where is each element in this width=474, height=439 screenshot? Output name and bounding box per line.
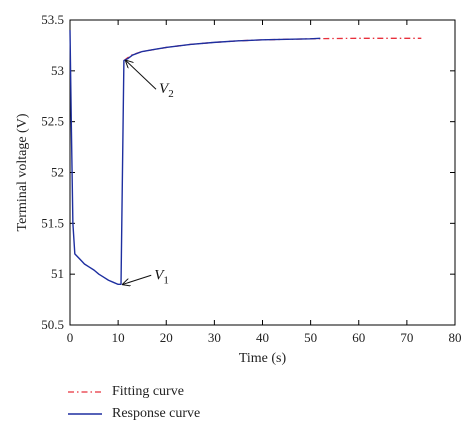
y-tick-label: 52.5 xyxy=(41,114,64,129)
x-tick-label: 50 xyxy=(304,330,317,345)
y-tick-label: 52 xyxy=(51,165,64,180)
legend-item-response: Response curve xyxy=(68,403,200,425)
annotation-v1: V1 xyxy=(154,267,169,286)
series-line-response xyxy=(69,30,321,286)
annotation-arrow xyxy=(123,274,152,284)
axis-ticks: 0 10 20 30 40 50 60 70 80 50.5 51 51.5 52 52.5 53 53.5 xyxy=(41,12,461,345)
legend-label-response: Response curve xyxy=(112,406,201,421)
x-tick-label: 70 xyxy=(400,330,413,345)
legend-label-fitting: Fitting curve xyxy=(112,384,184,399)
legend: Fitting curve Response curve xyxy=(68,381,200,425)
annotations: V1 V2 xyxy=(123,61,174,287)
fitting-curve-swatch xyxy=(68,391,102,393)
x-tick-label: 10 xyxy=(112,330,125,345)
legend-item-fitting: Fitting curve xyxy=(68,381,200,403)
plot-frame xyxy=(69,19,456,326)
annotation-arrow xyxy=(126,61,157,90)
y-tick-label: 51 xyxy=(51,266,64,281)
x-tick-label: 60 xyxy=(352,330,365,345)
x-tick-label: 0 xyxy=(67,330,74,345)
response-curve-swatch xyxy=(68,413,102,415)
x-tick-label: 40 xyxy=(256,330,269,345)
x-tick-label: 20 xyxy=(160,330,173,345)
x-axis-label: Time (s) xyxy=(239,351,287,366)
line-chart: 0 10 20 30 40 50 60 70 8050.55151.55252.55353.5 … xyxy=(15,12,462,366)
y-tick-label: 50.5 xyxy=(41,317,64,332)
series-lines xyxy=(69,30,422,286)
y-tick-label: 53.5 xyxy=(41,12,64,27)
series-line-fitting xyxy=(123,37,422,62)
y-tick-label: 53 xyxy=(51,63,64,78)
x-tick-label: 30 xyxy=(208,330,221,345)
y-tick-label: 51.5 xyxy=(41,215,64,230)
x-tick-label: 80 xyxy=(449,330,462,345)
annotation-v2: V2 xyxy=(159,81,174,100)
y-axis-label: Terminal voltage (V) xyxy=(15,113,30,231)
